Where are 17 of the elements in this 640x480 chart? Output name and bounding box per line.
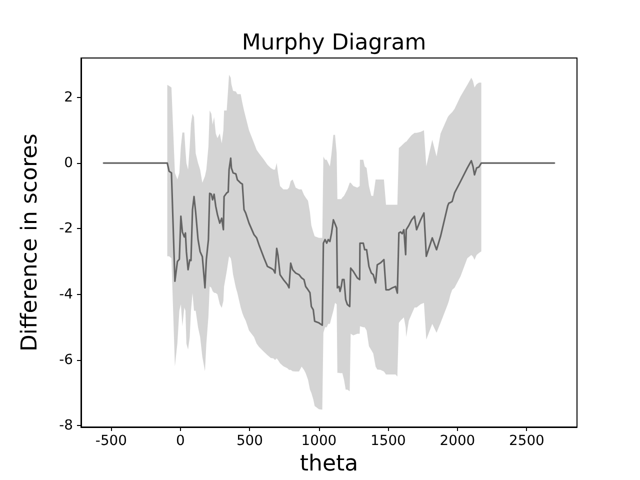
y-tick-label: -8 [59,418,73,434]
y-tick-label: -4 [59,286,74,302]
x-tick-label: -500 [95,433,127,449]
line-series [102,157,556,326]
y-axis-title: Difference in scores [18,133,42,352]
y-tick-label: 0 [64,155,73,172]
y-tick-label: -2 [59,220,73,237]
chart-title: Murphy Diagram [242,30,426,56]
y-tick-label: 2 [64,89,73,106]
x-tick-label: 500 [236,433,263,449]
y-tick-label: -6 [59,352,73,368]
x-tick-label: 1500 [370,433,406,449]
x-axis-title: theta [300,452,358,476]
x-tick-label: 2000 [440,433,476,449]
x-tick-label: 2500 [509,433,544,449]
x-tick-label: 0 [176,433,185,449]
x-tick-label: 1000 [301,433,337,449]
